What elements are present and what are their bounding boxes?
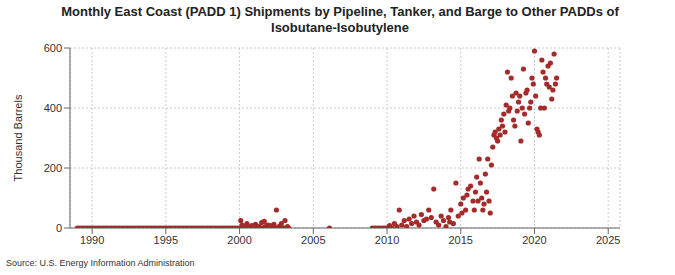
html-text:Source: U.S. Energy Informatio: Source: U.S. Energy Information Administ… [6, 258, 195, 268]
svg-text:200: 200 [44, 162, 62, 174]
svg-text:2000: 2000 [227, 234, 251, 246]
svg-text:1995: 1995 [154, 234, 178, 246]
svg-text:2025: 2025 [596, 234, 620, 246]
svg-text:400: 400 [44, 102, 62, 114]
svg-text:0: 0 [56, 222, 62, 234]
svg-text:Thousand Barrels: Thousand Barrels [12, 94, 24, 181]
svg-text:2010: 2010 [375, 234, 399, 246]
svg-text:2020: 2020 [522, 234, 546, 246]
svg-text:600: 600 [44, 42, 62, 54]
svg-text:2015: 2015 [449, 234, 473, 246]
html-text:Monthly East Coast (PADD 1) Sh: Monthly East Coast (PADD 1) Shipments by… [61, 4, 619, 35]
svg-text:1990: 1990 [80, 234, 104, 246]
svg-text:2005: 2005 [301, 234, 325, 246]
